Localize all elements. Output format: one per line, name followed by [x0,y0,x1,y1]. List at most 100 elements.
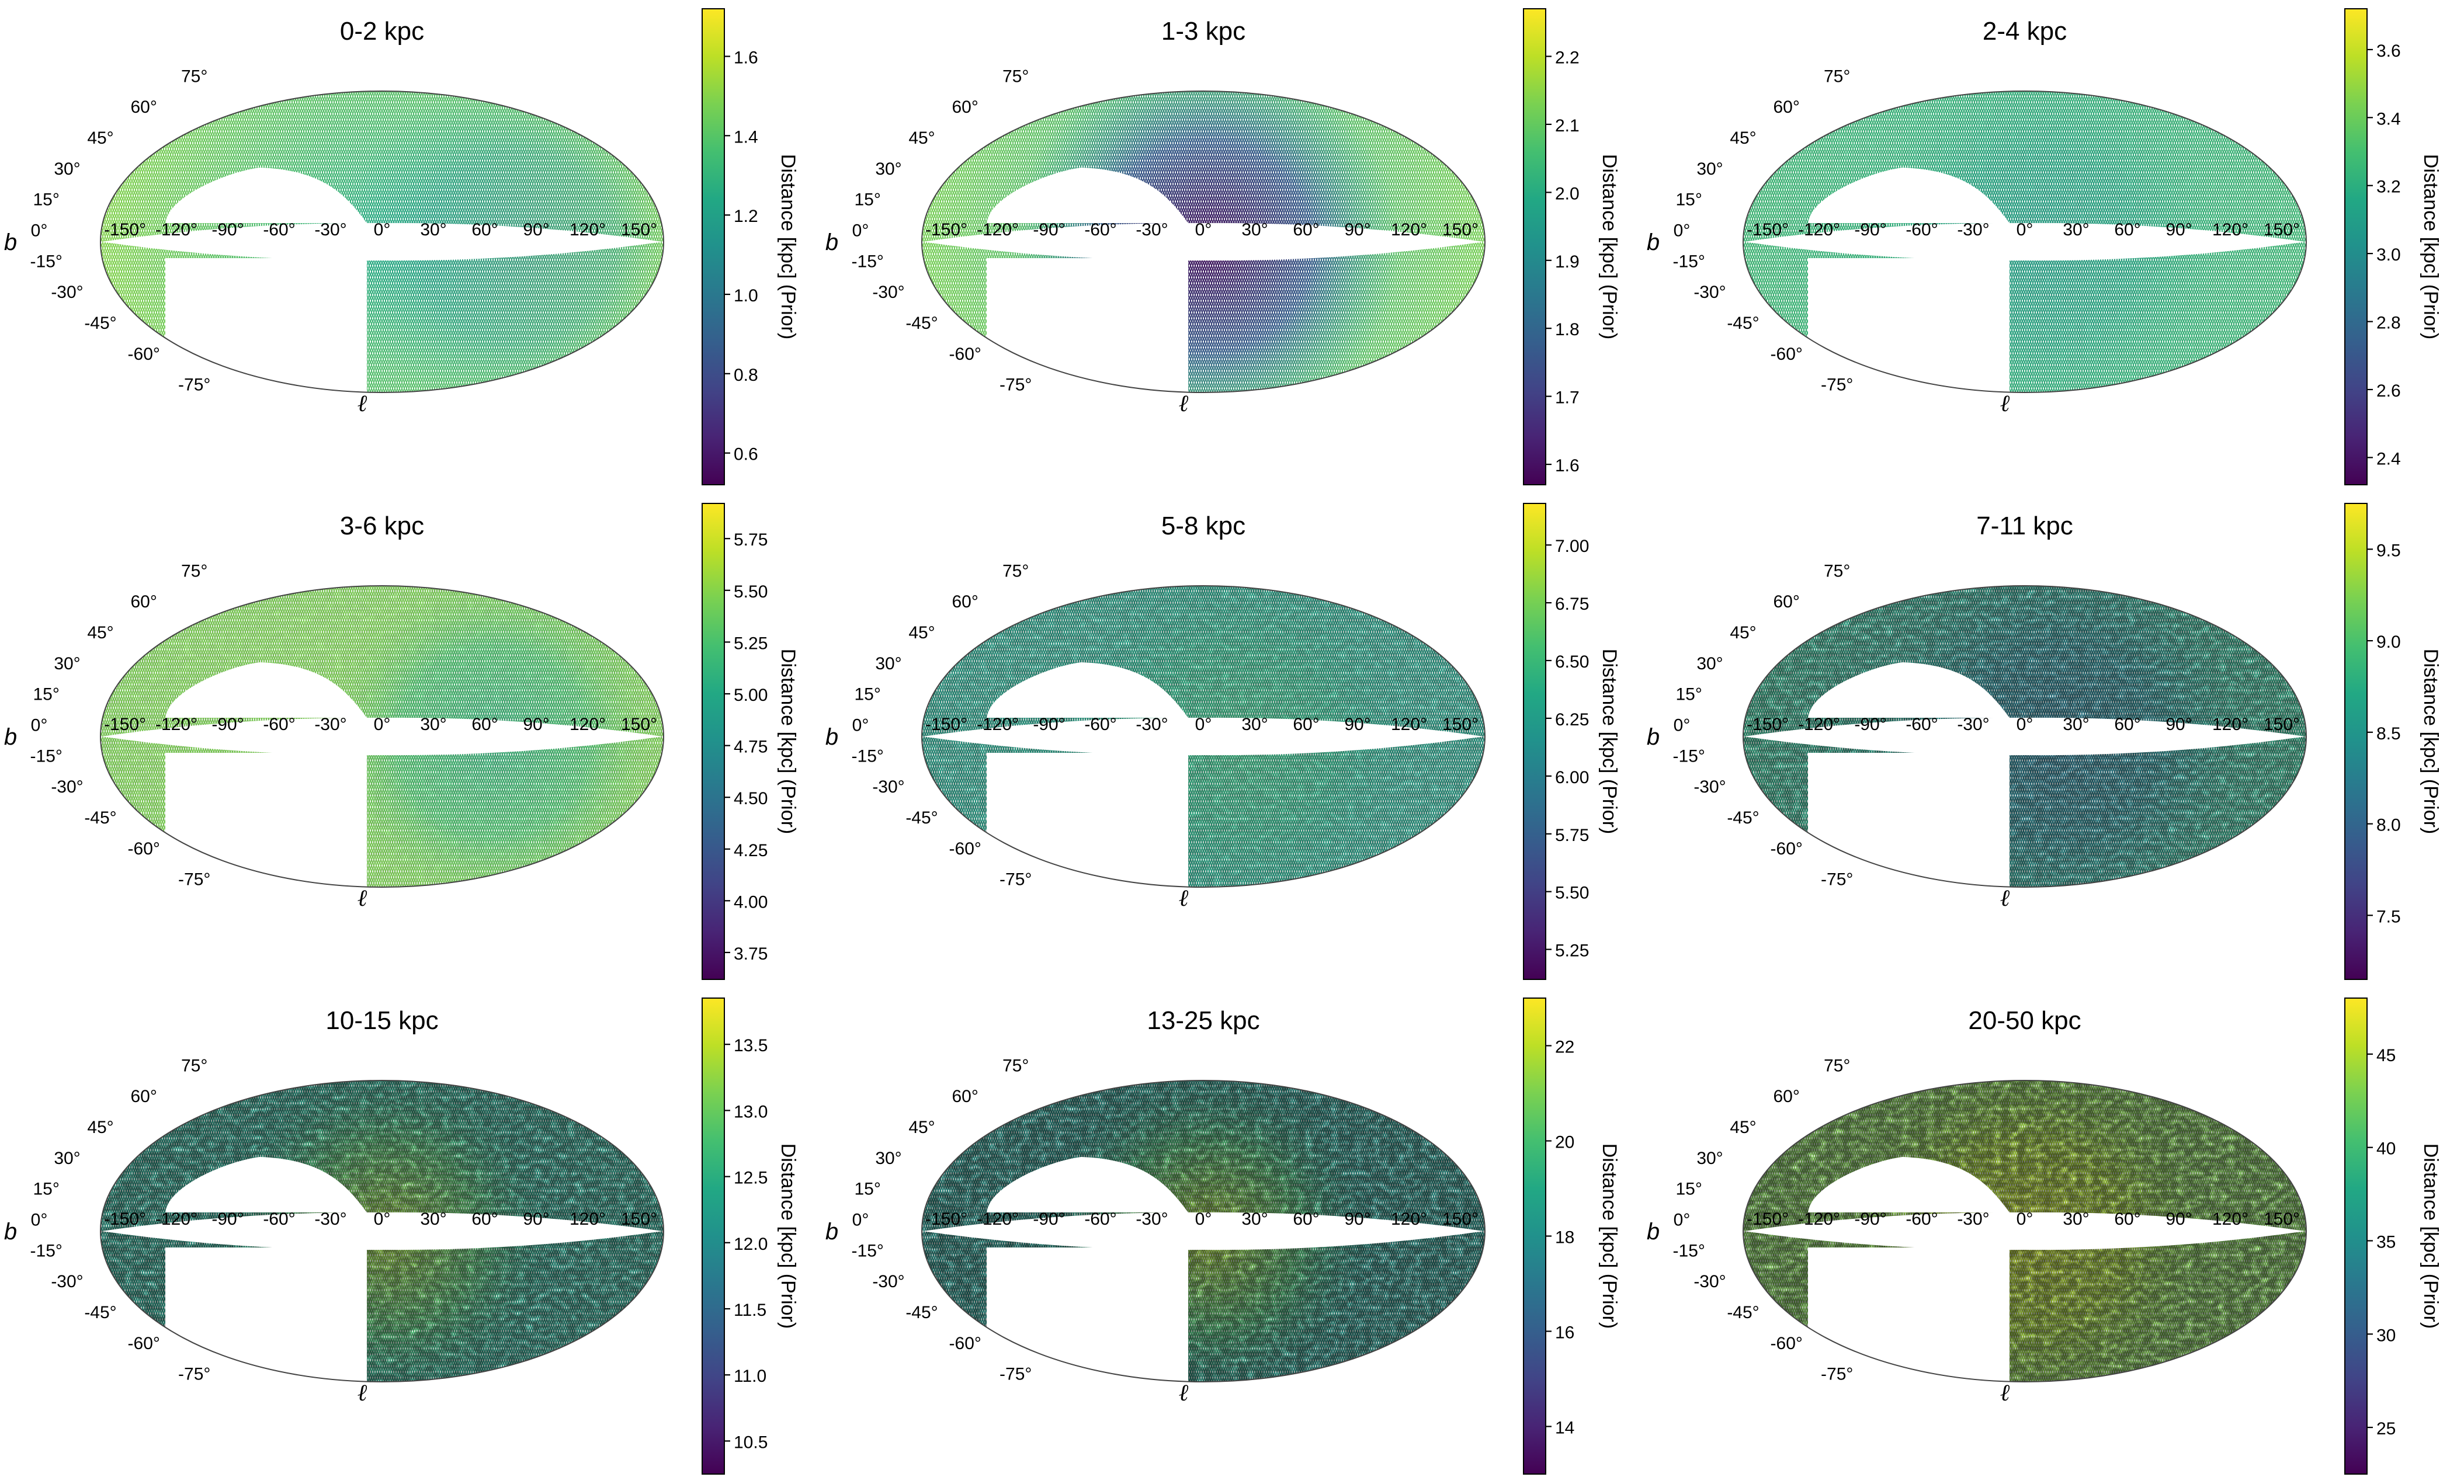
svg-text:0-2 kpc: 0-2 kpc [340,17,424,46]
svg-text:3.75: 3.75 [734,944,768,964]
svg-text:ℓ: ℓ [1179,1379,1189,1406]
svg-text:15°: 15° [33,685,60,704]
svg-text:-45°: -45° [905,1303,938,1322]
svg-text:-150°: -150° [925,715,967,734]
svg-text:60°: 60° [1774,98,1800,117]
svg-text:-120°: -120° [1798,220,1840,239]
svg-text:-15°: -15° [852,746,884,766]
svg-text:60°: 60° [1293,715,1319,734]
svg-text:35: 35 [2376,1233,2396,1252]
svg-text:-15°: -15° [852,252,884,271]
svg-text:120°: 120° [2212,220,2248,239]
svg-text:18: 18 [1555,1228,1574,1247]
svg-text:150°: 150° [2264,1210,2300,1229]
svg-text:13.0: 13.0 [734,1102,768,1121]
svg-text:Distance [kpc] (Prior): Distance [kpc] (Prior) [1598,649,1620,834]
svg-text:16: 16 [1555,1323,1574,1343]
svg-text:3.2: 3.2 [2376,178,2401,197]
svg-text:5.75: 5.75 [734,530,768,550]
svg-text:b: b [1647,1219,1660,1245]
svg-text:75°: 75° [1002,1056,1029,1075]
svg-text:150°: 150° [1442,715,1479,734]
svg-text:-30°: -30° [51,283,83,302]
svg-text:0°: 0° [1674,715,1691,735]
svg-text:-30°: -30° [1693,777,1726,797]
svg-text:0°: 0° [374,1210,391,1229]
svg-text:1.6: 1.6 [734,48,758,68]
svg-text:25: 25 [2376,1419,2396,1438]
svg-text:150°: 150° [1442,220,1479,239]
svg-text:11.5: 11.5 [734,1301,766,1320]
svg-text:30: 30 [2376,1326,2396,1345]
svg-text:-90°: -90° [211,715,244,734]
svg-text:-90°: -90° [1033,220,1065,239]
svg-text:90°: 90° [2165,715,2192,734]
svg-text:Distance [kpc] (Prior): Distance [kpc] (Prior) [777,1144,799,1329]
svg-text:60°: 60° [1293,1210,1319,1229]
svg-text:150°: 150° [621,220,657,239]
svg-text:-75°: -75° [1821,376,1853,395]
svg-text:75°: 75° [1824,1056,1850,1075]
svg-text:30°: 30° [420,715,446,734]
svg-text:45°: 45° [87,128,113,148]
svg-text:-30°: -30° [1136,1210,1168,1229]
svg-text:1-3 kpc: 1-3 kpc [1161,17,1245,46]
svg-text:75°: 75° [1824,67,1850,86]
svg-text:1.9: 1.9 [1555,252,1580,272]
svg-text:-150°: -150° [1747,1210,1789,1229]
svg-text:-60°: -60° [263,715,295,734]
svg-text:-45°: -45° [1727,314,1759,333]
svg-text:-60°: -60° [128,839,160,859]
svg-text:90°: 90° [523,715,549,734]
svg-text:-150°: -150° [925,1210,967,1229]
svg-text:-15°: -15° [852,1241,884,1260]
svg-text:90°: 90° [523,1210,549,1229]
svg-text:-150°: -150° [1747,220,1789,239]
svg-text:-75°: -75° [178,1365,210,1384]
svg-text:0°: 0° [2017,1210,2033,1229]
svg-text:20: 20 [1555,1133,1574,1152]
svg-text:-60°: -60° [128,345,160,364]
svg-text:3-6 kpc: 3-6 kpc [340,512,424,540]
svg-text:-75°: -75° [1821,870,1853,889]
svg-text:60°: 60° [2114,220,2140,239]
svg-text:75°: 75° [1002,561,1029,581]
svg-text:-30°: -30° [1136,220,1168,239]
svg-text:-90°: -90° [1854,1210,1886,1229]
svg-text:-150°: -150° [104,715,146,734]
svg-text:60°: 60° [471,220,498,239]
svg-text:Distance [kpc] (Prior): Distance [kpc] (Prior) [2420,154,2442,339]
svg-text:45°: 45° [908,128,935,148]
svg-text:60°: 60° [471,1210,498,1229]
svg-text:-15°: -15° [1673,252,1705,271]
svg-text:1.2: 1.2 [734,207,758,226]
svg-text:2.6: 2.6 [2376,381,2401,401]
svg-text:0°: 0° [852,1210,869,1229]
svg-text:120°: 120° [570,1210,606,1229]
svg-text:-60°: -60° [949,1334,981,1353]
svg-text:12.0: 12.0 [734,1235,768,1254]
svg-text:30°: 30° [2063,1210,2089,1229]
svg-text:15°: 15° [1676,685,1702,704]
svg-text:150°: 150° [2264,715,2300,734]
svg-text:-90°: -90° [1854,715,1886,734]
svg-text:10.5: 10.5 [734,1433,768,1452]
svg-text:-30°: -30° [1136,715,1168,734]
svg-text:0.8: 0.8 [734,366,758,385]
svg-text:-60°: -60° [263,220,295,239]
svg-text:60°: 60° [952,592,978,611]
svg-text:5.00: 5.00 [734,686,768,705]
svg-text:-120°: -120° [977,715,1019,734]
svg-text:0°: 0° [1195,715,1212,734]
svg-text:150°: 150° [621,1210,657,1229]
svg-text:0°: 0° [1195,1210,1212,1229]
svg-text:-30°: -30° [1693,283,1726,302]
svg-text:-75°: -75° [178,376,210,395]
svg-text:-60°: -60° [128,1334,160,1353]
svg-text:0°: 0° [31,221,48,240]
svg-text:-30°: -30° [872,1272,904,1291]
svg-text:90°: 90° [1344,715,1370,734]
svg-text:ℓ: ℓ [2000,1379,2010,1406]
svg-text:0°: 0° [1674,1210,1691,1229]
svg-text:20-50 kpc: 20-50 kpc [1968,1006,2081,1035]
